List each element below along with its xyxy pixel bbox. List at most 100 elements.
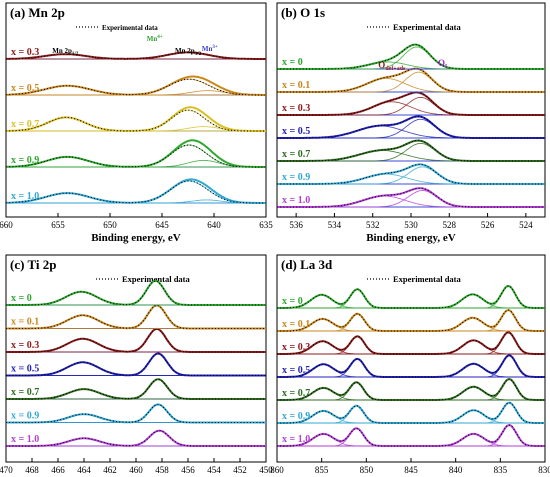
fit-envelope [6,352,266,377]
series-label: x = 0.1 [282,319,310,330]
component-peak [277,190,545,208]
series-label: x = 0 [282,296,303,307]
component-peak [277,61,545,70]
series-label: x = 0.9 [11,411,39,422]
experimental-data [277,378,545,401]
component-peak [277,335,545,355]
experimental-data [277,67,545,93]
experimental-data [277,163,545,185]
series-label: x = 0.3 [282,103,310,114]
plot-frame [5,2,267,218]
component-peak [6,378,266,400]
experimental-data [6,51,266,60]
x-tick-label: 645 [155,220,169,230]
plot-area [6,279,266,447]
x-tick-label: 530 [404,220,418,230]
legend-label: Experimental data [393,22,462,32]
component-peak [277,71,545,93]
plot-area [6,51,266,204]
fit-envelope [277,163,545,185]
x-tick-label: 470 [0,465,13,475]
peak-annotation: Mn3+ [202,45,218,53]
series-label: x = 0.1 [11,317,39,328]
experimental-data [277,354,545,378]
series-label: x = 0 [11,293,32,304]
series-label: x = 0.5 [282,126,310,137]
experimental-data [277,91,545,116]
legend-label: Experimental data [122,274,191,284]
series-label: x = 0.1 [282,80,310,91]
experimental-data [6,180,266,204]
x-tick-label: 528 [443,220,457,230]
series-label: x = 0.9 [282,172,310,183]
x-tick-label: 855 [315,465,329,475]
experimental-data [6,378,266,400]
fit-envelope [277,91,545,116]
peak-annotation: Mn 2p1/2 [52,47,79,57]
fit-envelope [6,378,266,400]
component-peak [6,328,266,353]
experimental-data [6,352,266,377]
series-label: x = 1.0 [11,434,39,445]
series-label: x = 0.9 [11,155,39,166]
component-peak [277,381,545,401]
panel-la: (d) La 3d Experimental data 860 855 850 845 84… [270,254,550,475]
component-peak [277,358,545,378]
series-label: x = 0.3 [11,47,39,58]
x-axis-label: Binding energy, eV [366,232,456,244]
component-peak [277,149,545,162]
fit-envelope [277,115,545,139]
component-peak [277,101,545,116]
fit-envelope [277,284,545,309]
component-peak [277,118,545,139]
fit-envelope [6,279,266,306]
component-peak [277,125,545,139]
series-label: x = 0.5 [11,364,39,375]
fit-envelope [277,139,545,162]
series-label: x = 1.0 [282,434,310,445]
fit-envelope [6,139,266,168]
peak-annotation: OL [438,58,449,70]
x-tick-label: 462 [103,465,117,475]
component-peak [277,405,545,424]
series-label: x = 0.7 [282,388,310,399]
series-label: x = 0.5 [282,365,310,376]
experimental-data [6,280,266,306]
x-tick-label: 640 [207,220,221,230]
series-label: x = 1.0 [282,195,310,206]
fit-envelope [6,403,266,424]
fit-envelope [277,424,545,447]
experimental-data [6,304,266,330]
panel-title: (d) La 3d [281,257,333,272]
component-peak [6,430,266,447]
component-peak [277,166,545,185]
x-tick-label: 454 [207,465,221,475]
component-peak [277,427,545,447]
fit-envelope [6,304,266,330]
x-tick-label: 536 [289,220,303,230]
component-peak [277,313,545,332]
experimental-data [277,187,545,208]
panel-title: (b) O 1s [281,5,325,20]
experimental-data [277,115,545,139]
x-tick-label: 460 [129,465,143,475]
x-tick-label: 526 [481,220,495,230]
legend-label: Experimental data [393,274,462,284]
legend-label: Experimental data [102,24,158,32]
x-tick-label: 850 [360,465,374,475]
x-tick-label: 534 [328,220,342,230]
panel-title: (c) Ti 2p [10,257,56,272]
x-tick-label: 650 [103,220,117,230]
experimental-data [6,328,266,353]
fit-envelope [6,429,266,447]
peak-annotation: Mn 2p3/2 [175,47,202,57]
fit-envelope [277,187,545,208]
x-tick-label: 450 [259,465,273,475]
experimental-data [6,403,266,424]
x-axis-label: Binding energy, eV [91,232,181,244]
series-label: x = 0.3 [282,342,310,353]
panel-title: (a) Mn 2p [10,5,65,20]
component-peak [6,353,266,376]
experimental-data [277,139,545,162]
